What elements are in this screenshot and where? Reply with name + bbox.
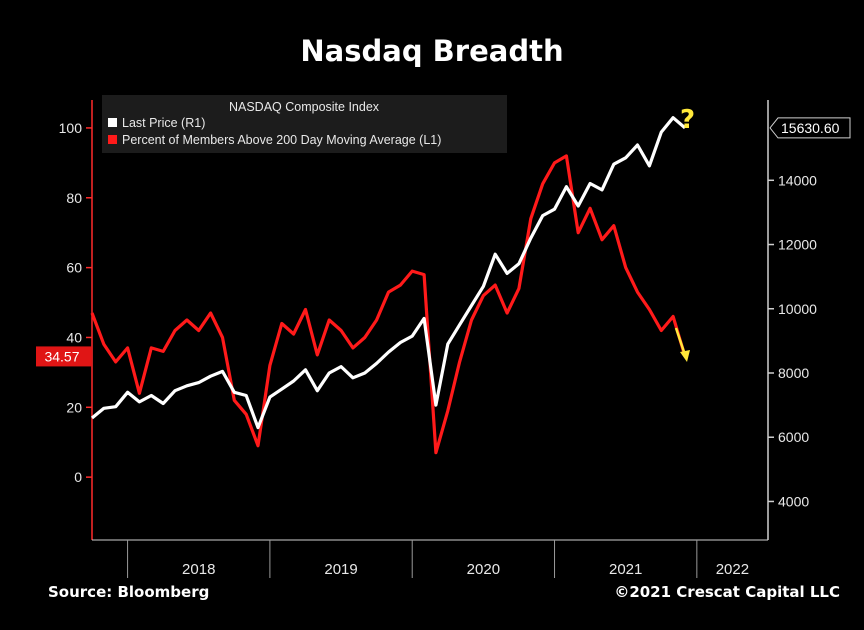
left-tick-label: 20	[66, 399, 82, 415]
left-last-value-tag	[36, 346, 92, 367]
right-axis-ticks: 14000 12000 10000 8000 6000 4000	[768, 172, 817, 509]
legend-swatch-white	[108, 118, 117, 127]
right-tick-label: 8000	[778, 365, 809, 381]
right-tick-label: 14000	[778, 172, 817, 188]
x-axis-ticks: 2018 2019 2020 2021 2022	[182, 561, 749, 578]
legend-swatch-red	[108, 135, 117, 144]
right-last-value-text: 15630.60	[781, 120, 840, 136]
series-last-price	[90, 116, 687, 430]
x-tick-label: 2021	[609, 561, 642, 578]
question-mark-annotation: ?	[680, 105, 695, 135]
left-last-value-text: 34.57	[44, 348, 79, 364]
plot-area	[40, 95, 768, 539]
right-tick-label: 6000	[778, 429, 809, 445]
left-axis-ticks: 100 80 60 40 20 0	[59, 120, 92, 485]
legend-entry-percent-members: Percent of Members Above 200 Day Moving …	[122, 133, 441, 147]
x-tick-label: 2022	[716, 561, 749, 578]
down-arrow-icon	[674, 327, 690, 362]
legend-entry-last-price: Last Price (R1)	[122, 116, 205, 130]
copyright-note: ©2021 Crescat Capital LLC	[614, 583, 840, 601]
chart-title: Nasdaq Breadth	[300, 34, 564, 68]
year-dividers	[127, 540, 698, 578]
left-tick-label: 40	[66, 329, 82, 345]
left-tick-label: 80	[66, 190, 82, 206]
legend-box	[102, 95, 507, 153]
source-note: Source: Bloomberg	[48, 583, 210, 601]
right-last-value-label: 15630.60	[769, 117, 851, 139]
left-last-value-label: 34.57	[36, 346, 92, 367]
left-tick-label: 100	[59, 120, 83, 136]
right-last-value-tag	[769, 117, 851, 139]
left-tick-label: 60	[66, 260, 82, 276]
series-percent-above-200dma	[90, 154, 687, 455]
right-tick-label: 4000	[778, 493, 809, 509]
legend: NASDAQ Composite Index Last Price (R1) P…	[102, 95, 507, 153]
legend-title: NASDAQ Composite Index	[229, 100, 380, 114]
x-tick-label: 2018	[182, 561, 215, 578]
x-tick-label: 2019	[324, 561, 357, 578]
right-tick-label: 12000	[778, 237, 817, 253]
right-tick-label: 10000	[778, 301, 817, 317]
left-tick-label: 0	[74, 469, 82, 485]
x-tick-label: 2020	[467, 561, 500, 578]
